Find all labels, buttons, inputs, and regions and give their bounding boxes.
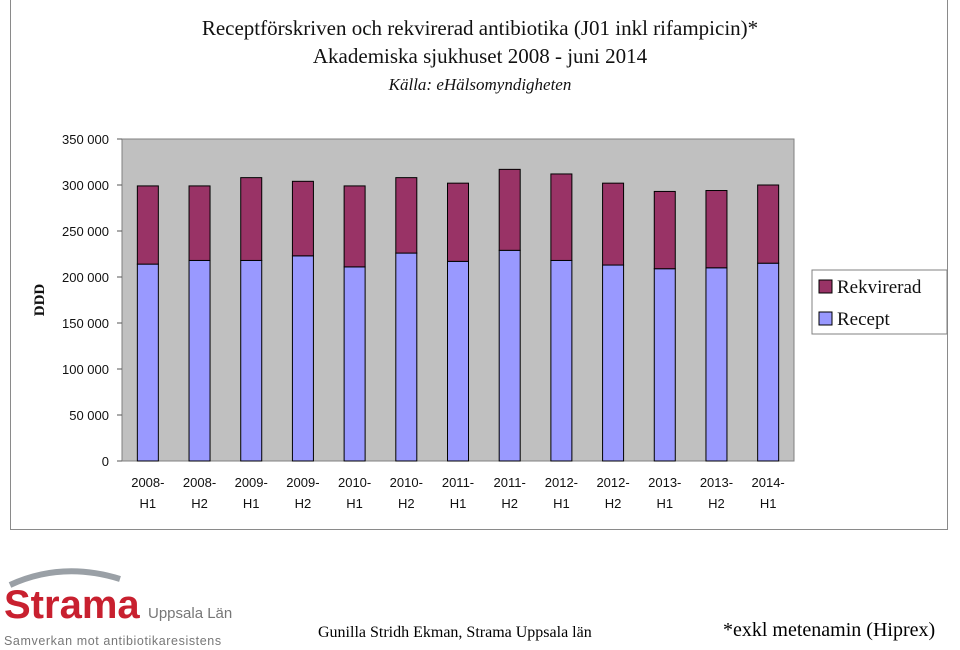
x-tick-label: 2013-	[700, 475, 733, 490]
legend-label: Recept	[837, 309, 890, 330]
legend-swatch	[818, 279, 833, 294]
x-tick-label: H2	[398, 496, 415, 511]
bar-rekvirerad	[395, 177, 418, 254]
y-tick-label: 150 000	[62, 316, 109, 331]
logo-swoosh	[8, 568, 121, 588]
bar-rekvirerad	[188, 185, 211, 261]
x-tick-label: H2	[295, 496, 312, 511]
bar-rekvirerad	[136, 185, 159, 265]
x-tick-label: 2009-	[286, 475, 319, 490]
chart-source: Källa: eHälsomyndigheten	[388, 75, 572, 94]
bar-rekvirerad	[550, 173, 573, 261]
bar-recept	[550, 259, 573, 462]
bar-recept	[705, 267, 728, 462]
footnote: *exkl metenamin (Hiprex)	[723, 619, 936, 641]
bar-recept	[291, 255, 314, 462]
x-tick-label: 2011-	[494, 475, 526, 490]
x-tick-label: H1	[553, 496, 570, 511]
x-tick-label: 2014-	[752, 475, 785, 490]
bar-recept	[653, 268, 676, 462]
bar-recept	[240, 259, 263, 462]
legend-swatch	[818, 311, 833, 326]
bar-rekvirerad	[343, 185, 366, 268]
bar-rekvirerad	[498, 168, 521, 251]
x-tick-label: H2	[501, 496, 518, 511]
y-axis-label: DDD	[32, 284, 48, 317]
y-tick-label: 50 000	[69, 408, 109, 423]
author-credit: Gunilla Stridh Ekman, Strama Uppsala län	[318, 624, 592, 641]
bar-rekvirerad	[291, 180, 314, 257]
stacked-bar-chart: 0 50 000 100 000 150 000 200 000 250 000 300 0…	[32, 132, 948, 511]
bar-rekvirerad	[447, 182, 469, 262]
x-tick-label: 2011-	[442, 475, 474, 490]
bar-recept	[447, 260, 469, 462]
logo-wordmark: Strama	[4, 583, 140, 627]
x-tick-label: 2012-	[596, 475, 629, 490]
logo-region: Uppsala Län	[148, 605, 232, 622]
logo-tagline: Samverkan mot antibiotikaresistens	[4, 634, 222, 648]
x-tick-label: H1	[450, 496, 467, 511]
y-tick-label: 200 000	[62, 270, 109, 285]
bar-rekvirerad	[705, 190, 728, 269]
x-tick-label: H2	[708, 496, 725, 511]
bar-recept	[395, 252, 418, 462]
bar-rekvirerad	[757, 184, 780, 264]
legend-label: Rekvirerad	[837, 277, 922, 298]
y-tick-label: 100 000	[62, 362, 109, 377]
chart-subtitle: Akademiska sjukhuset 2008 - juni 2014	[312, 44, 648, 68]
bar-recept	[188, 259, 211, 462]
bar-recept	[343, 266, 366, 462]
x-tick-label: 2010-	[338, 475, 371, 490]
x-tick-label: H2	[191, 496, 208, 511]
x-tick-label: H1	[346, 496, 363, 511]
x-tick-label: 2010-	[390, 475, 423, 490]
x-tick-label: 2008-	[131, 475, 164, 490]
y-tick-label: 350 000	[62, 132, 109, 147]
y-tick-label: 0	[102, 454, 109, 469]
x-tick-label: H2	[605, 496, 622, 511]
y-tick-label: 300 000	[62, 178, 109, 193]
bar-recept	[757, 262, 780, 462]
bar-recept	[136, 263, 159, 462]
bar-rekvirerad	[240, 177, 263, 261]
chart-frame	[10, 0, 948, 530]
x-tick-label: H1	[656, 496, 673, 511]
x-tick-label: 2009-	[235, 475, 268, 490]
x-tick-label: H1	[140, 496, 157, 511]
x-tick-label: H1	[760, 496, 777, 511]
bar-recept	[498, 249, 521, 462]
x-tick-label: 2013-	[648, 475, 681, 490]
legend-box	[811, 269, 948, 335]
bar-recept	[602, 264, 625, 462]
bar-rekvirerad	[602, 182, 625, 266]
x-tick-label: 2012-	[545, 475, 578, 490]
chart-title: Receptförskriven och rekvirerad antibiot…	[201, 16, 759, 40]
x-tick-label: 2008-	[183, 475, 216, 490]
x-tick-label: H1	[243, 496, 260, 511]
y-tick-label: 250 000	[62, 224, 109, 239]
bar-rekvirerad	[653, 190, 676, 270]
strama-logo: Strama Uppsala Län Samverkan mot antibio…	[4, 568, 232, 648]
